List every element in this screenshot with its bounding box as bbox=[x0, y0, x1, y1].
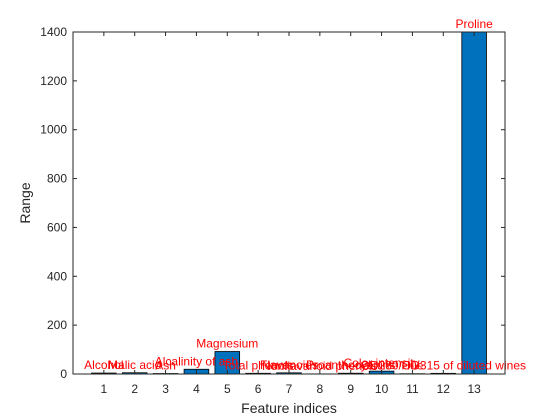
bar-13 bbox=[461, 31, 487, 375]
x-tick-label: 12 bbox=[437, 382, 451, 396]
x-tick-label: 6 bbox=[255, 382, 262, 396]
y-axis-label: Range bbox=[17, 182, 33, 223]
x-tick-label: 4 bbox=[193, 382, 200, 396]
bar-label-8: Nonflavanoid phenols bbox=[262, 359, 377, 373]
x-axis-ticks: 1 2 3 4 5 6 7 8 9 10 11 12 13 bbox=[101, 32, 481, 396]
x-tick-label: 8 bbox=[317, 382, 324, 396]
bar-label-3: Ash bbox=[155, 359, 176, 373]
bar-label-12: OD280/OD315 of diluted wines bbox=[361, 358, 526, 372]
bar-label-10: Color intensity bbox=[344, 356, 420, 370]
bar-label-5: Magnesium bbox=[196, 337, 258, 351]
x-tick-label: 1 bbox=[101, 382, 108, 396]
bar-label-9: Proanthocyanins bbox=[306, 358, 395, 372]
bar-label-4: Alcalinity of ash bbox=[155, 354, 238, 368]
x-axis-label: Feature indices bbox=[241, 400, 337, 416]
y-tick-label: 1200 bbox=[40, 74, 67, 88]
x-tick-label: 13 bbox=[467, 382, 481, 396]
bar-label-6: Total phenols bbox=[223, 358, 294, 372]
y-tick-label: 800 bbox=[47, 172, 67, 186]
y-tick-label: 1400 bbox=[40, 25, 67, 39]
y-tick-label: 0 bbox=[60, 367, 67, 381]
x-tick-label: 7 bbox=[286, 382, 293, 396]
bar-label-1: Alcohol bbox=[84, 358, 123, 372]
x-tick-label: 9 bbox=[347, 382, 354, 396]
x-tick-label: 3 bbox=[162, 382, 169, 396]
axes-background bbox=[73, 32, 505, 374]
bar-label-2: Malic acid bbox=[108, 358, 161, 372]
bar-label-11: Hue bbox=[401, 359, 423, 373]
y-tick-label: 200 bbox=[47, 318, 67, 332]
y-tick-label: 1000 bbox=[40, 123, 67, 137]
bar-label-7: Flavanoids bbox=[260, 358, 318, 372]
x-tick-label: 2 bbox=[131, 382, 138, 396]
x-tick-label: 5 bbox=[224, 382, 231, 396]
y-axis-ticks: 0 200 400 600 800 1000 1200 1400 bbox=[40, 25, 505, 381]
y-tick-label: 400 bbox=[47, 269, 67, 283]
y-tick-label: 600 bbox=[47, 220, 67, 234]
x-tick-label: 11 bbox=[406, 382, 419, 396]
bar-label-13: Proline bbox=[455, 17, 493, 31]
x-tick-label: 10 bbox=[375, 382, 389, 396]
